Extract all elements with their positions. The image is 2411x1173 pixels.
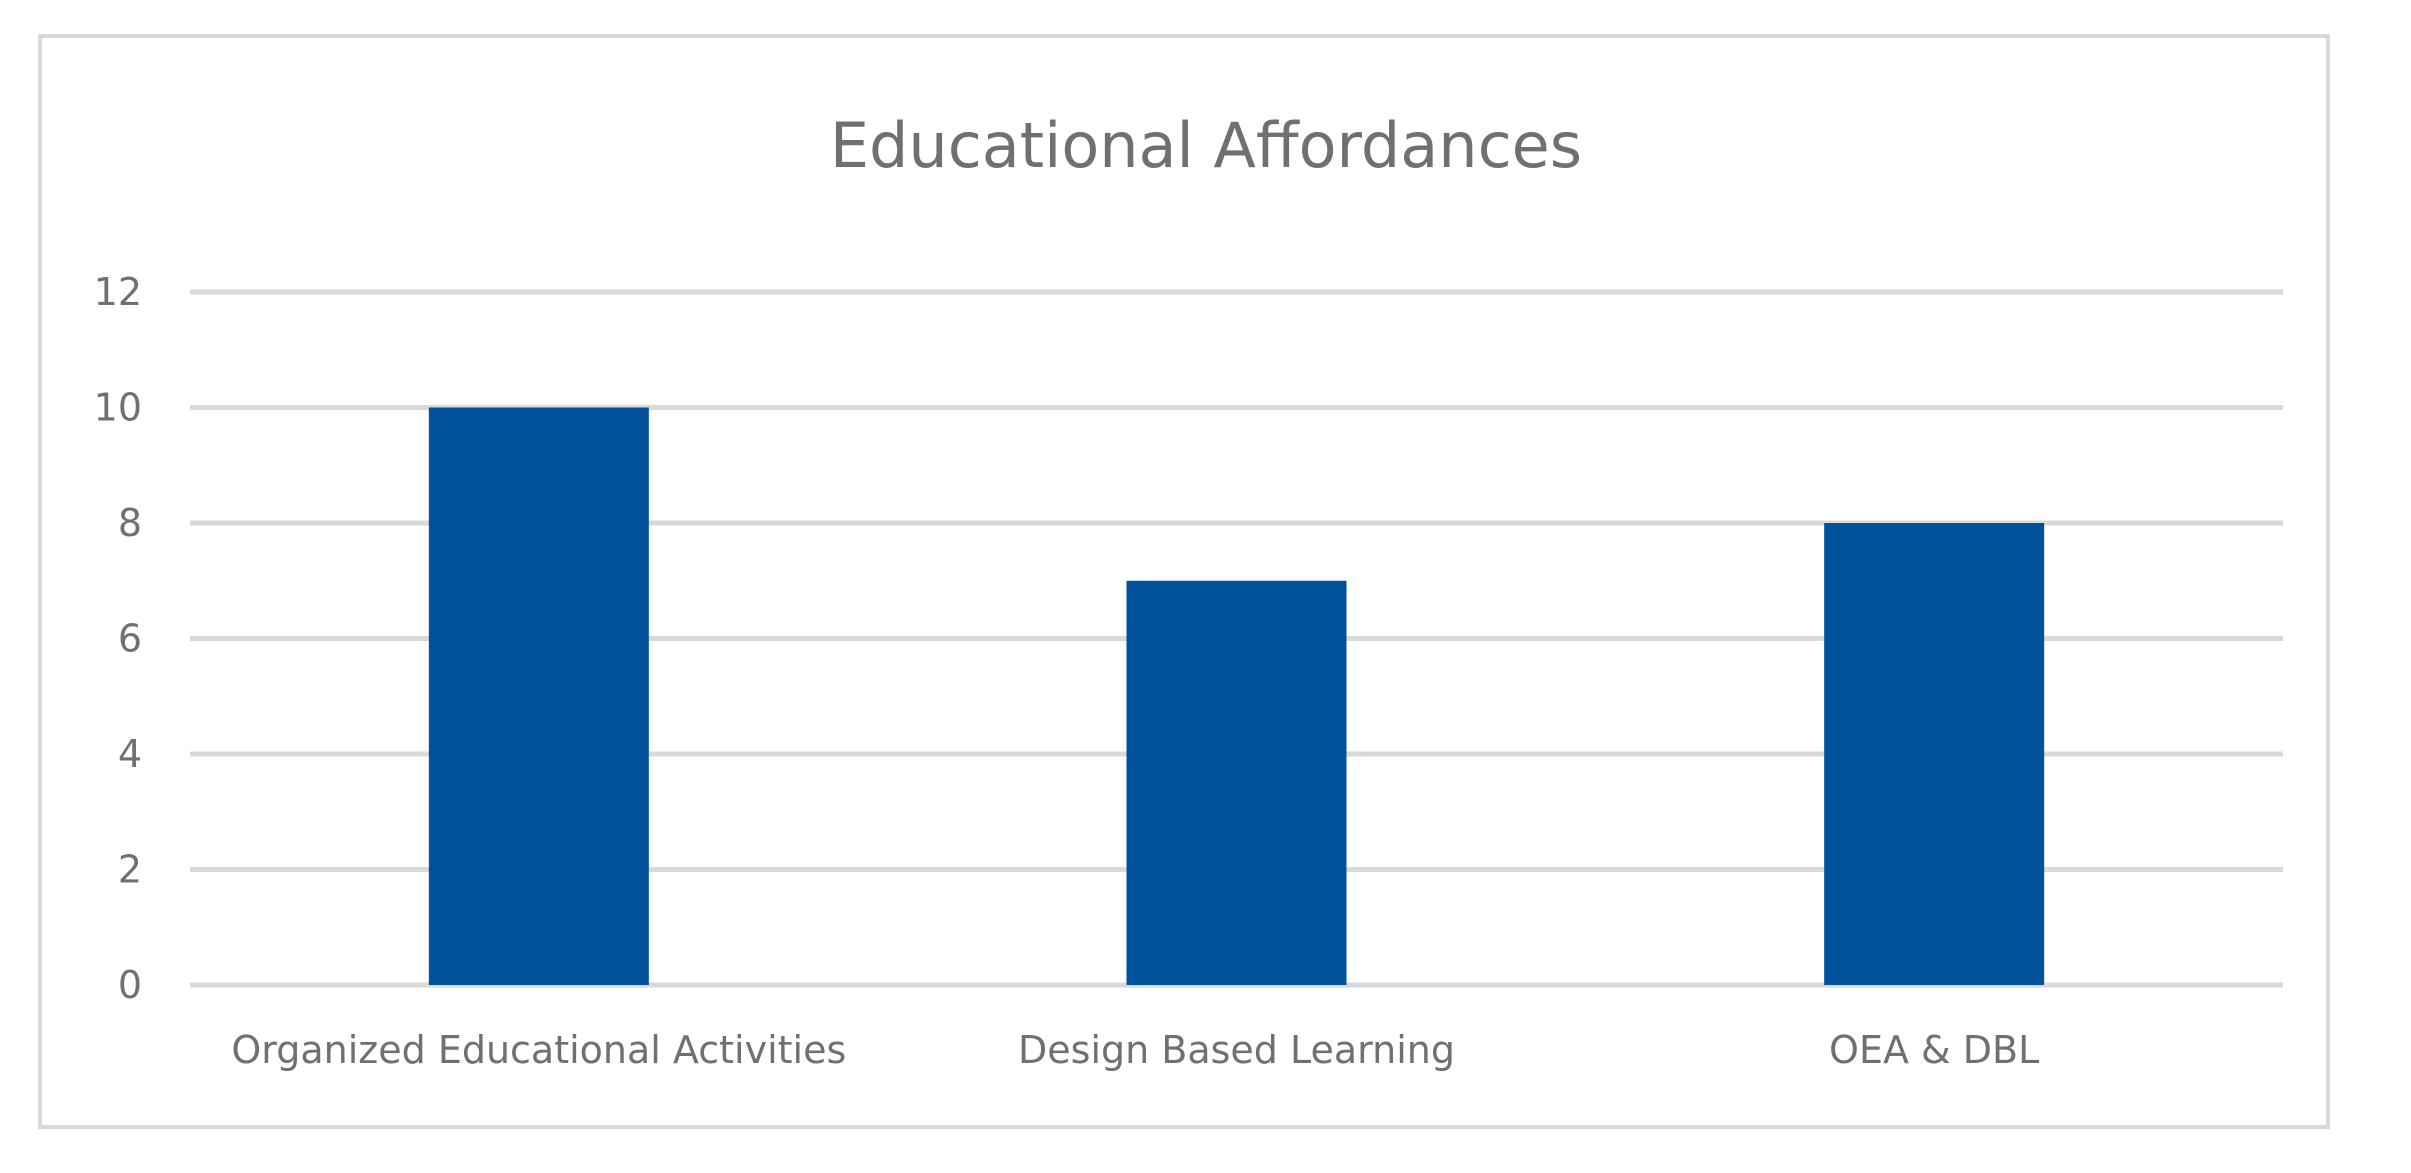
y-tick-label-2: 2: [118, 848, 142, 892]
bar-1: [428, 407, 649, 985]
y-tick-label-8: 8: [118, 501, 142, 545]
bar-3: [1824, 523, 2045, 985]
x-category-label-2: Design Based Learning: [1018, 1028, 1455, 1072]
x-axis-category-labels: Organized Educational Activities Design B…: [231, 1028, 2039, 1072]
chart-title: Educational Affordances: [830, 109, 1582, 182]
y-axis-tick-labels: 0 2 4 6 8 10 12: [94, 270, 142, 1007]
bars: [428, 407, 2045, 985]
bar-2: [1126, 580, 1347, 985]
y-tick-label-0: 0: [118, 963, 142, 1007]
y-tick-label-4: 4: [118, 732, 142, 776]
x-category-label-1: Organized Educational Activities: [231, 1028, 846, 1072]
y-tick-label-12: 12: [94, 270, 142, 314]
y-tick-label-6: 6: [118, 617, 142, 661]
y-tick-label-10: 10: [94, 386, 142, 430]
x-category-label-3: OEA & DBL: [1829, 1028, 2039, 1072]
